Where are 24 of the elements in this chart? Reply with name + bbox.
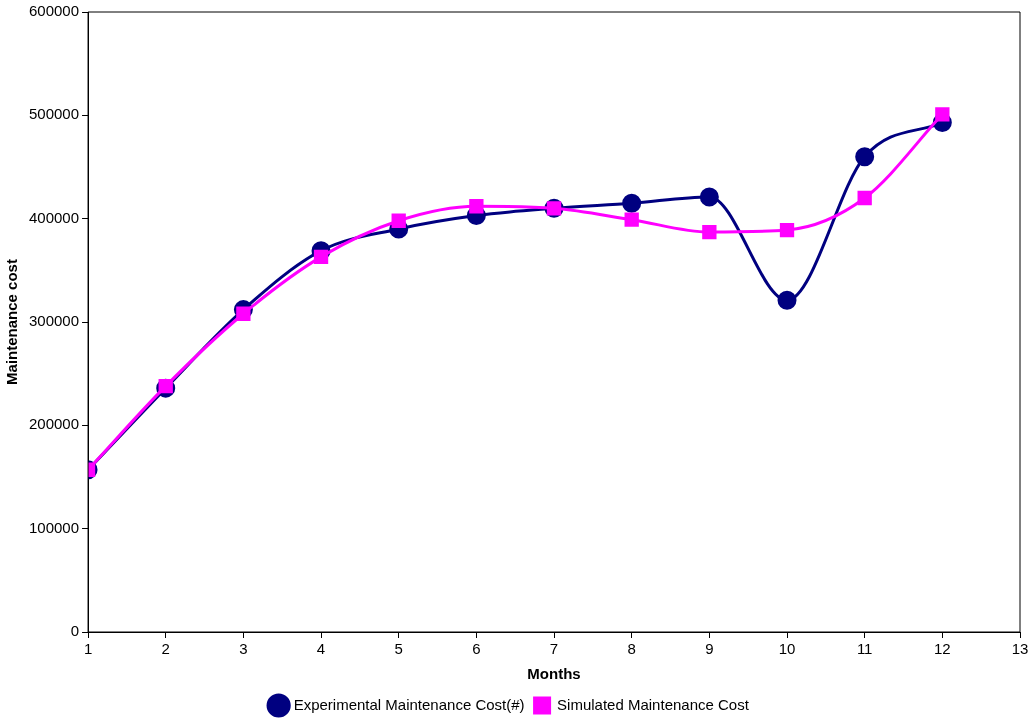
y-tick-label: 600000 [28, 2, 80, 20]
y-tick-label: 500000 [28, 105, 80, 123]
y-tick-label: 100000 [28, 518, 80, 536]
x-tick-label: 7 [549, 640, 559, 658]
x-tick-label: 12 [933, 640, 951, 658]
legend-label: Simulated Maintenance Cost [557, 695, 750, 713]
x-tick-label: 9 [705, 640, 714, 658]
x-tick-label: 10 [778, 640, 796, 658]
y-tick-label: 400000 [28, 208, 80, 226]
y-axis-title: Maintenance cost [3, 259, 21, 385]
x-tick-label: 2 [161, 640, 170, 658]
y-tick-label: 0 [70, 622, 80, 640]
y-tick-label: 300000 [28, 312, 80, 330]
legend-label: Experimental Maintenance Cost(#) [293, 695, 525, 713]
x-tick-label: 11 [856, 640, 873, 658]
x-tick-label: 13 [1011, 640, 1029, 658]
x-tick-label: 8 [627, 640, 636, 658]
y-tick-label: 200000 [28, 415, 80, 433]
x-tick-label: 5 [394, 640, 403, 658]
x-axis-title: Months [527, 665, 581, 683]
x-tick-label: 3 [239, 640, 248, 658]
x-tick-label: 4 [316, 640, 326, 658]
x-tick-label: 1 [83, 640, 93, 658]
x-tick-label: 6 [472, 640, 481, 658]
